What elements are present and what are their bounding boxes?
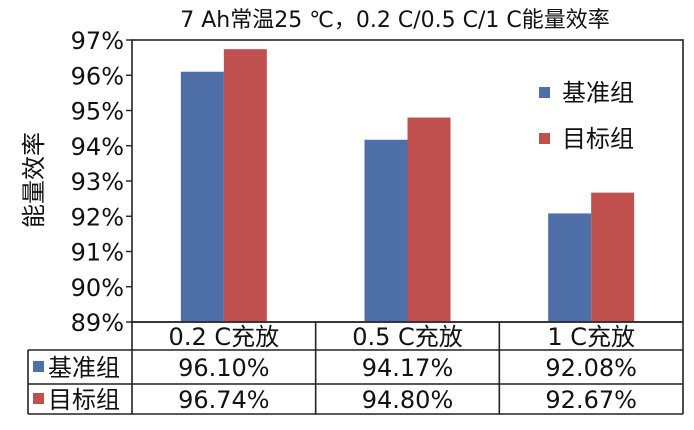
y-tick-label: 96% [71,62,124,90]
y-tick-label: 93% [71,168,124,196]
legend-label: 目标组 [562,125,634,153]
chart-title: 7 Ah常温25 ℃，0.2 C/0.5 C/1 C能量效率 [180,8,610,33]
y-tick-label: 97% [71,27,124,55]
y-tick-label: 95% [71,98,124,126]
category-label: 0.2 C充放 [169,323,280,351]
y-axis-label: 能量效率 [20,132,48,228]
y-tick-label: 92% [71,203,124,231]
y-tick-label: 94% [71,133,124,161]
data-label: 92.67% [545,386,637,414]
bar-2-2 [407,117,451,322]
data-label: 94.80% [362,386,454,414]
table-series-swatch [33,393,44,404]
category-label: 1 C充放 [547,323,635,351]
data-label: 92.08% [545,354,637,382]
bar-2-1 [223,49,267,322]
bar-2-3 [591,192,635,322]
category-label: 0.5 C充放 [352,323,463,351]
legend-label: 基准组 [562,79,634,107]
legend-swatch [539,87,550,98]
data-label: 94.17% [362,354,454,382]
y-tick-label: 90% [71,274,124,302]
bar-1-1 [180,71,224,322]
data-label: 96.10% [178,354,270,382]
data-label: 96.74% [178,386,270,414]
bar-1-2 [364,139,408,322]
table-series-swatch [33,361,44,372]
table-series-name: 目标组 [48,386,120,414]
table-series-name: 基准组 [48,354,120,382]
y-tick-label: 91% [71,239,124,267]
bar-1-3 [548,213,592,322]
y-tick-label: 89% [71,309,124,337]
legend-swatch [539,133,550,144]
